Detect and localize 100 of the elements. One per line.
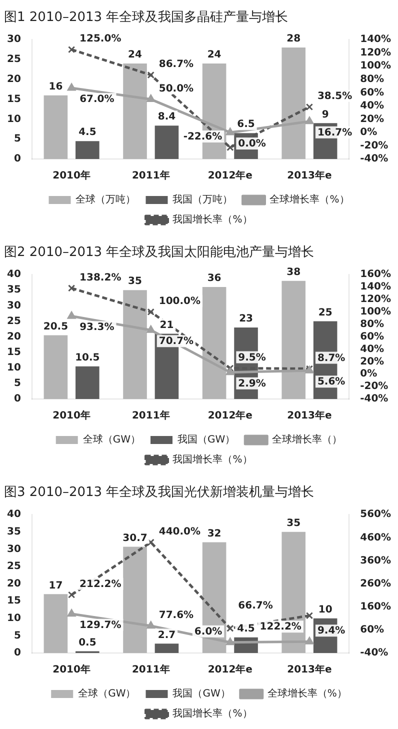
y-tick-label: 25 xyxy=(6,316,21,327)
data-label: 2.9% xyxy=(238,378,266,390)
data-label: 36 xyxy=(207,273,222,284)
y-tick-label: 40 xyxy=(6,269,21,280)
x-tick-label: 2010年 xyxy=(52,410,90,422)
x-tick-label: 2013年e xyxy=(287,410,332,422)
data-label: 6.0% xyxy=(194,626,222,638)
data-label: 16.7% xyxy=(317,127,352,138)
data-label: 4.5 xyxy=(78,127,96,138)
x-tick-label: 2013年e xyxy=(287,664,332,676)
data-label: 66.7% xyxy=(238,600,273,612)
y-tick-label: 30 xyxy=(6,300,21,312)
legend-label: 我国增长率（%） xyxy=(172,454,252,466)
y-tick-label: 15 xyxy=(6,596,21,607)
y-tick-label: 25 xyxy=(6,561,21,572)
data-label: 138.2% xyxy=(80,272,122,284)
y-tick-label: 20 xyxy=(6,74,21,85)
data-label: 25 xyxy=(318,307,332,318)
x-tick-label: 2012年e xyxy=(208,170,253,182)
y-tick-label: 5 xyxy=(14,630,21,642)
data-label: 67.0% xyxy=(80,94,114,106)
data-label: 5.6% xyxy=(317,376,346,388)
y2-tick-label: -40% xyxy=(360,648,388,659)
y-tick-label: 10 xyxy=(6,612,21,624)
data-label: 2.7 xyxy=(158,630,176,641)
data-label: 30.7 xyxy=(122,532,148,544)
x-tick-label: 2013年e xyxy=(287,170,332,182)
y2-tick-label: 60% xyxy=(360,331,384,342)
data-label: 8.4 xyxy=(158,112,176,123)
data-label: 0.0% xyxy=(238,138,266,150)
y-tick-label: 40 xyxy=(6,509,21,520)
x-tick-label: 2011年 xyxy=(132,410,170,422)
y2-tick-label: 20% xyxy=(360,356,384,368)
y-tick-label: 20 xyxy=(6,331,21,342)
y2-tick-label: 40% xyxy=(360,344,384,355)
legend-label: 全球（GW） xyxy=(78,688,136,700)
data-label: 24 xyxy=(128,50,142,61)
y-tick-label: 35 xyxy=(6,284,21,296)
legend-label: 全球增长率（%） xyxy=(270,194,350,206)
data-label: 50.0% xyxy=(158,83,194,94)
legend-label: 我国（GW） xyxy=(178,434,236,446)
data-label: 122.2% xyxy=(260,622,302,633)
data-label: 32 xyxy=(207,528,222,540)
chart-title: 图2 2010–2013 年全球及我国太阳能电池产量与增长 xyxy=(4,245,314,260)
y-tick-label: 25 xyxy=(6,54,21,66)
data-label: 77.6% xyxy=(158,610,194,621)
data-label: -22.6% xyxy=(183,132,222,143)
data-label: 0.5 xyxy=(78,637,96,648)
y2-tick-label: 60% xyxy=(360,87,384,98)
x-tick-label: 2012年e xyxy=(208,664,253,676)
data-label: 6.5 xyxy=(237,119,255,130)
data-label: 28 xyxy=(286,34,301,45)
y-tick-label: 0 xyxy=(14,154,21,165)
y2-tick-label: 360% xyxy=(360,555,392,566)
chart-title: 图3 2010–2013 年全球及我国光伏新增装机量与增长 xyxy=(4,485,314,500)
y2-tick-label: 560% xyxy=(360,509,392,520)
data-label: 23 xyxy=(239,314,254,325)
x-tick-label: 2011年 xyxy=(132,664,170,676)
y2-tick-label: 160% xyxy=(360,269,392,280)
y2-tick-label: 20% xyxy=(360,114,384,125)
y2-tick-label: 0% xyxy=(360,127,378,138)
data-label: 100.0% xyxy=(158,296,201,308)
legend-label: 全球（GW） xyxy=(82,434,141,446)
x-tick-label: 2010年 xyxy=(52,664,90,676)
data-label: 10 xyxy=(318,604,332,616)
y2-tick-label: 120% xyxy=(360,47,392,58)
data-label: 4.5 xyxy=(237,624,255,635)
y-tick-label: 15 xyxy=(6,94,21,105)
y-tick-label: 20 xyxy=(6,578,21,590)
legend-label: 我国增长率（%） xyxy=(172,708,252,720)
data-label: 70.7% xyxy=(158,336,194,348)
data-label: 35 xyxy=(286,518,301,529)
y2-tick-label: 80% xyxy=(360,318,384,330)
y2-tick-label: 140% xyxy=(360,282,392,293)
y-tick-label: 30 xyxy=(6,544,21,555)
data-label: 38 xyxy=(286,266,301,278)
y2-tick-label: -20% xyxy=(360,381,388,392)
y-tick-label: 10 xyxy=(6,362,21,374)
data-label: 20.5 xyxy=(43,321,68,332)
chart-title: 图1 2010–2013 年全球及我国多晶硅产量与增长 xyxy=(4,10,288,26)
y2-tick-label: 40% xyxy=(360,100,384,112)
y2-tick-label: 140% xyxy=(360,34,392,46)
y-tick-label: 5 xyxy=(14,378,21,390)
y2-tick-label: 100% xyxy=(360,60,392,72)
y-tick-label: 10 xyxy=(6,114,21,125)
legend-label: 我国（GW） xyxy=(172,688,230,700)
data-label: 93.3% xyxy=(80,322,114,334)
data-label: 9 xyxy=(322,109,329,120)
y-tick-label: 35 xyxy=(6,526,21,538)
y2-tick-label: 120% xyxy=(360,294,392,306)
data-label: 9.4% xyxy=(317,626,346,637)
y2-tick-label: -20% xyxy=(360,140,388,152)
y2-tick-label: 160% xyxy=(360,601,392,612)
y2-tick-label: 100% xyxy=(360,306,392,318)
data-label: 35 xyxy=(128,276,142,288)
data-label: 8.7% xyxy=(317,352,346,364)
y-tick-label: 30 xyxy=(6,34,21,46)
data-label: 16 xyxy=(48,81,63,92)
y2-tick-label: 60% xyxy=(360,624,384,636)
data-label: 440.0% xyxy=(158,526,201,538)
